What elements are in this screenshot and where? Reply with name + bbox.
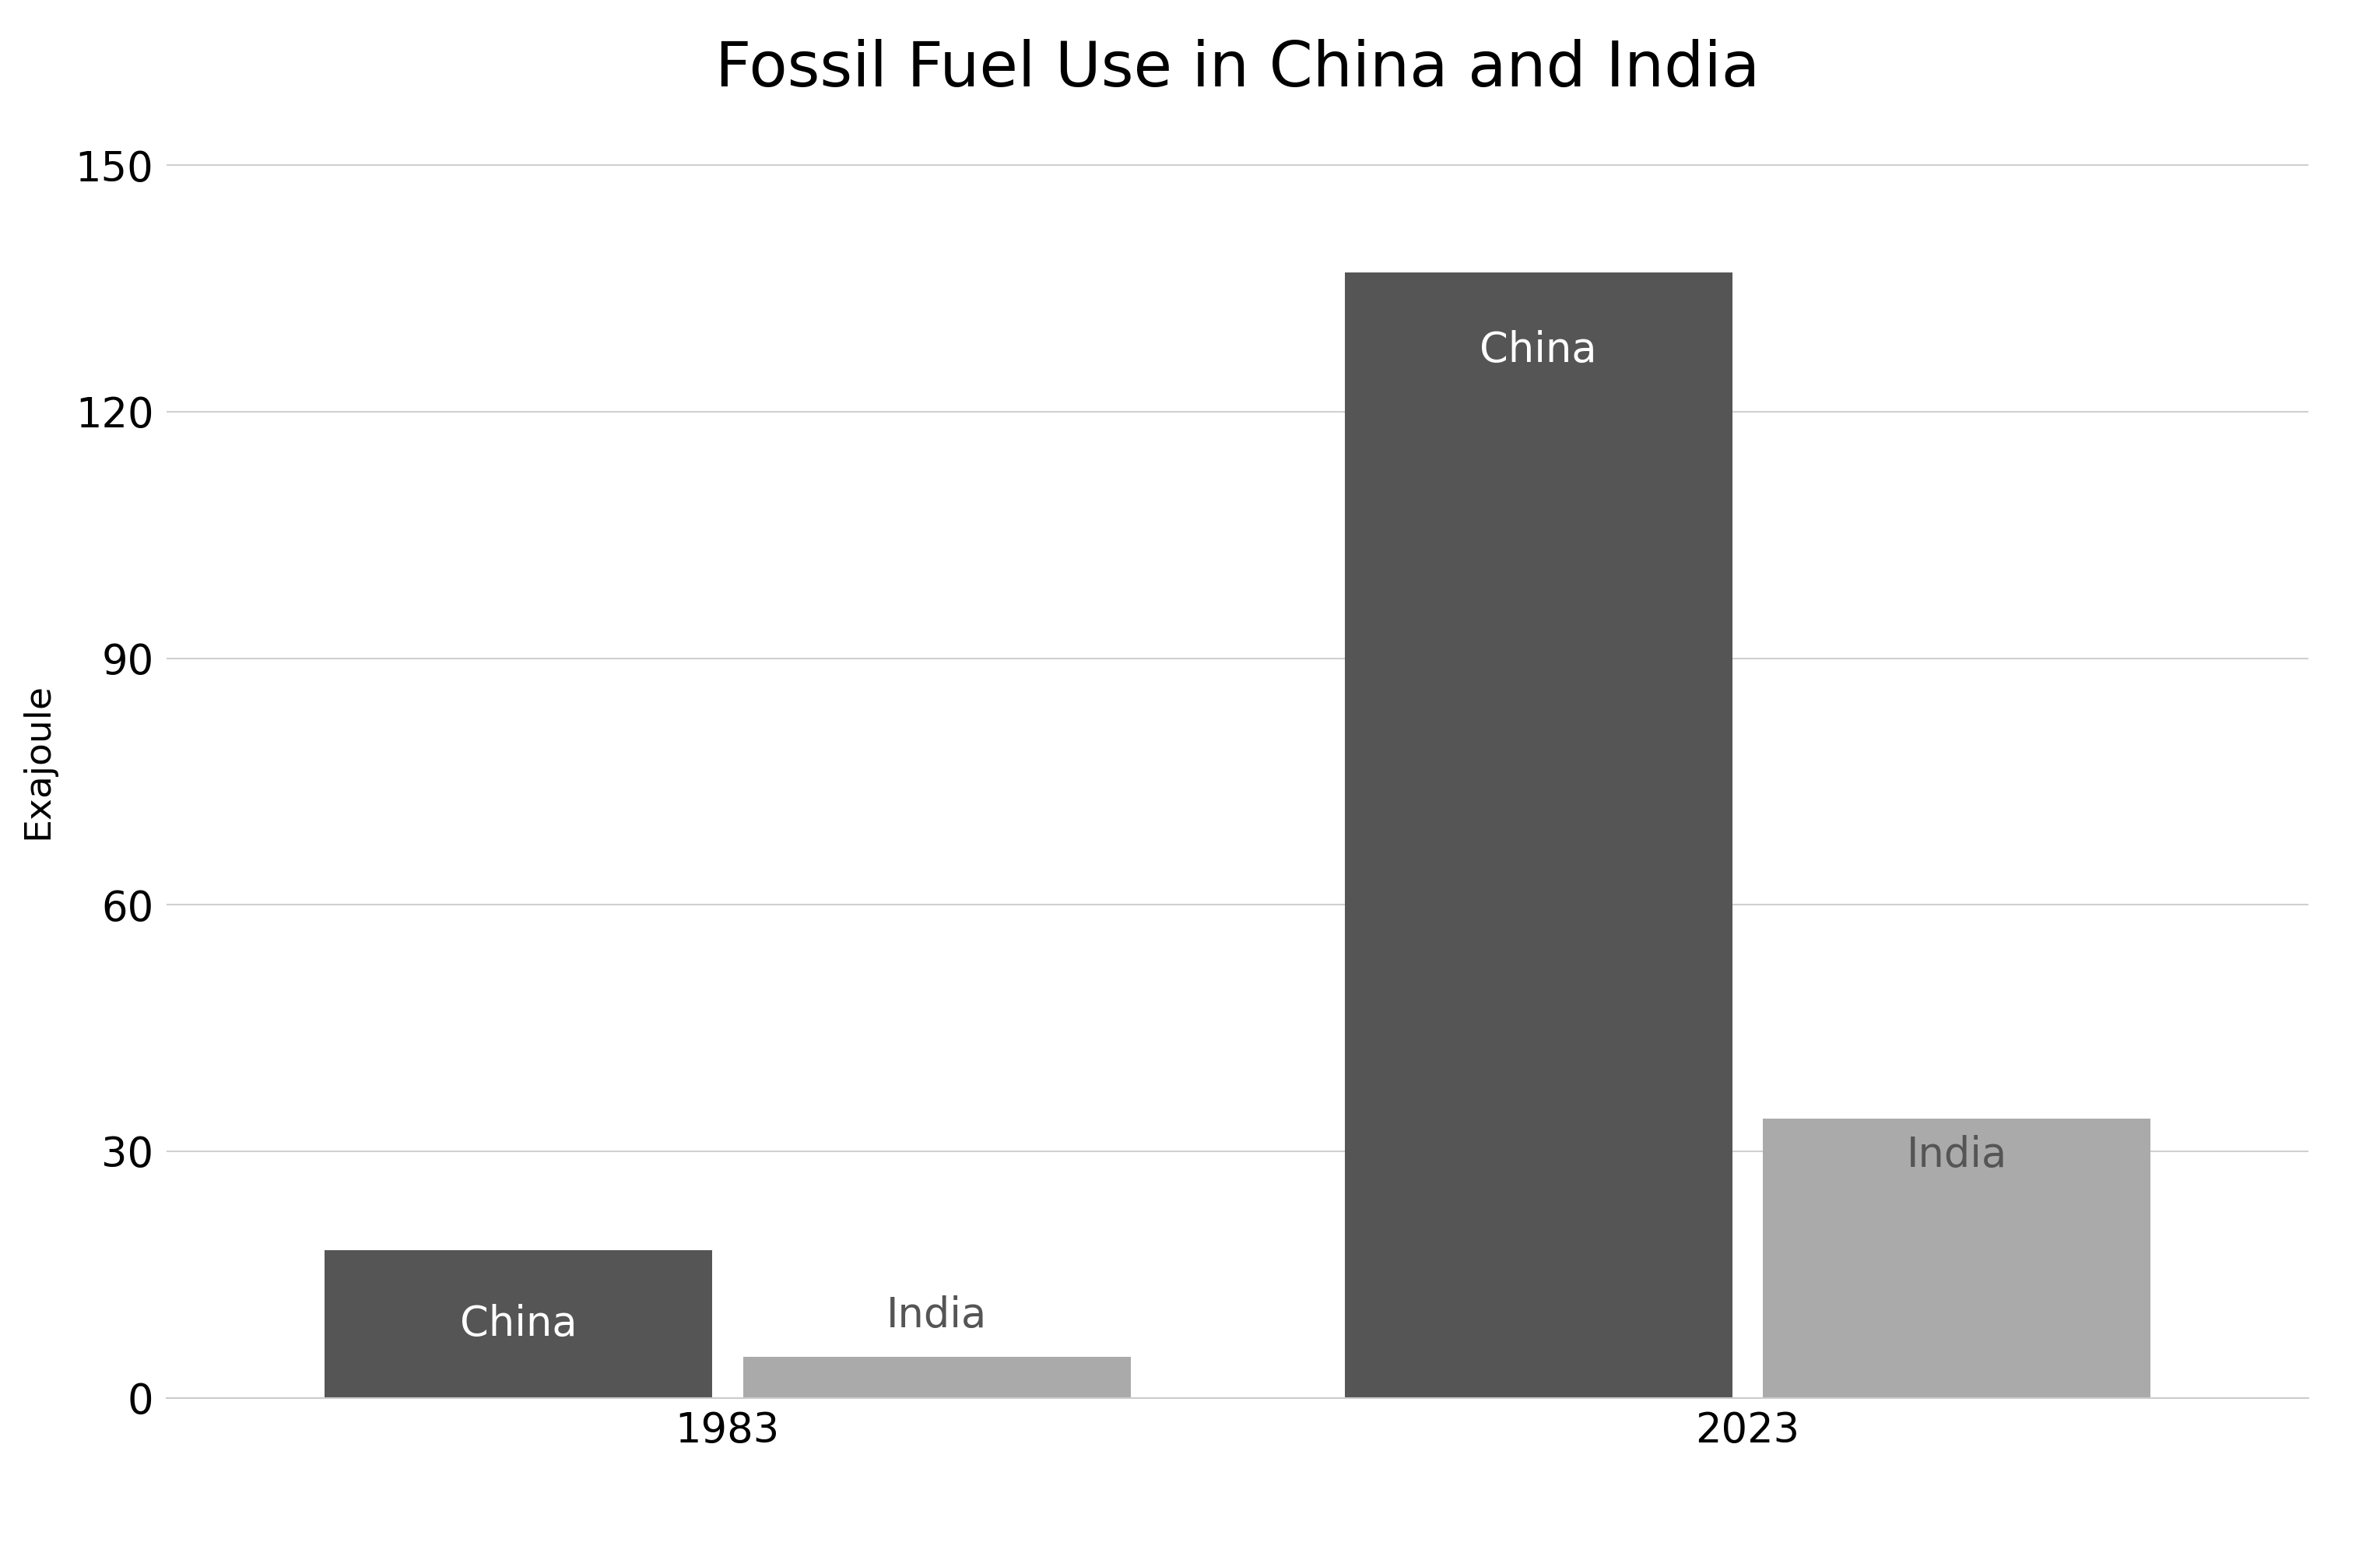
Text: India: India [1906, 1135, 2006, 1176]
Bar [743, 1357, 1130, 1398]
Bar [1764, 1118, 2152, 1398]
Y-axis label: Exajoule: Exajoule [21, 683, 55, 839]
Bar [324, 1250, 712, 1398]
Title: Fossil Fuel Use in China and India: Fossil Fuel Use in China and India [716, 39, 1759, 99]
Text: China: China [459, 1303, 576, 1343]
Text: China: China [1480, 329, 1597, 370]
Text: India: India [885, 1295, 988, 1336]
Bar [1345, 272, 1733, 1398]
